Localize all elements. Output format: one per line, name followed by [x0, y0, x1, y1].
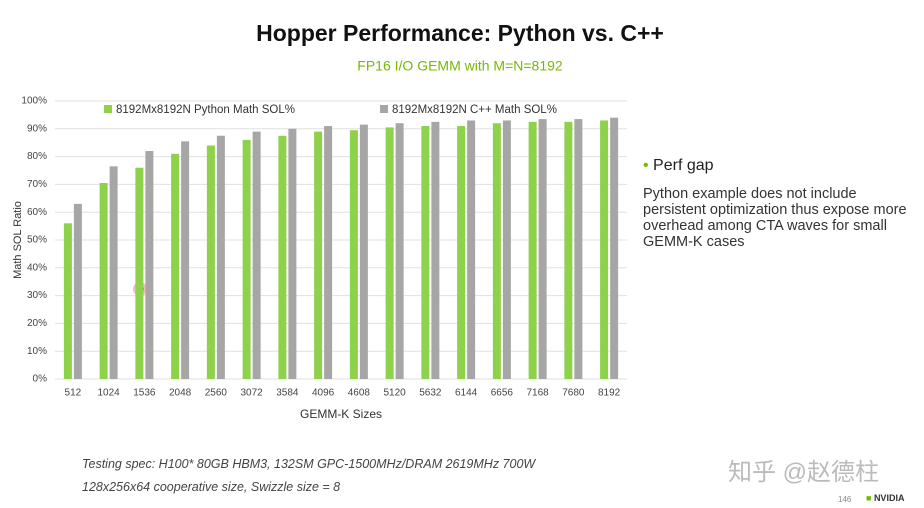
- bullet-text: Perf gap: [653, 157, 714, 174]
- note: 128x256x64 cooperative size, Swizzle siz…: [82, 480, 341, 494]
- chart-subtitle: FP16 I/O GEMM with M=N=8192: [357, 58, 563, 74]
- y-tick-label: 10%: [27, 346, 47, 357]
- bullet: • Perf gap: [643, 157, 714, 174]
- x-tick-label: 4608: [348, 388, 371, 399]
- bar: [314, 131, 323, 379]
- note: Testing spec: H100* 80GB HBM3, 132SM GPC…: [82, 457, 536, 471]
- bar: [206, 145, 215, 379]
- bar: [216, 135, 225, 379]
- x-tick-label: 1536: [133, 388, 156, 399]
- y-tick-label: 60%: [27, 207, 47, 218]
- paragraph: Python example does not include persiste…: [643, 186, 907, 250]
- bar: [528, 121, 537, 379]
- y-tick-label: 40%: [27, 262, 47, 273]
- watermark: 知乎 @赵德柱: [728, 459, 880, 486]
- bar: [492, 123, 501, 380]
- legend-swatch: [380, 105, 388, 113]
- bar: [278, 135, 287, 379]
- y-tick-label: 100%: [21, 96, 47, 107]
- legend-label: 8192Mx8192N C++ Math SOL%: [392, 104, 557, 116]
- legend-swatch: [104, 105, 112, 113]
- legend-label: 8192Mx8192N Python Math SOL%: [116, 104, 295, 116]
- bar: [395, 123, 404, 380]
- x-tick-label: 5632: [419, 388, 442, 399]
- bar: [502, 120, 511, 380]
- chart-title: Hopper Performance: Python vs. C++: [256, 20, 664, 46]
- y-axis-label: Math SOL Ratio: [12, 201, 24, 279]
- x-tick-label: 6144: [455, 388, 478, 399]
- x-tick-label: 512: [65, 388, 82, 399]
- bar: [600, 120, 609, 380]
- bar: [574, 119, 583, 379]
- x-tick-label: 3584: [276, 388, 299, 399]
- x-tick-label: 1024: [98, 388, 121, 399]
- bar: [242, 139, 251, 379]
- y-tick-label: 90%: [27, 123, 47, 134]
- y-tick-label: 30%: [27, 290, 47, 301]
- x-tick-label: 4096: [312, 388, 335, 399]
- bar: [252, 131, 261, 379]
- page-number: 146: [838, 495, 852, 504]
- bar: [145, 151, 154, 379]
- bar: [63, 223, 72, 379]
- y-tick-label: 80%: [27, 151, 47, 162]
- bar: [109, 166, 118, 379]
- bar: [457, 126, 466, 380]
- bar: [431, 121, 440, 379]
- bar: [73, 203, 82, 379]
- bar: [171, 153, 180, 379]
- bar: [538, 119, 547, 379]
- x-axis-label: GEMM-K Sizes: [300, 407, 382, 421]
- bar: [385, 127, 394, 379]
- x-tick-label: 2560: [205, 388, 228, 399]
- logo-text: NVIDIA: [873, 493, 905, 503]
- bar: [181, 141, 190, 379]
- x-tick-label: 7168: [527, 388, 550, 399]
- y-tick-label: 0%: [33, 374, 48, 385]
- x-tick-label: 7680: [562, 388, 585, 399]
- x-tick-label: 6656: [491, 388, 514, 399]
- bar: [135, 167, 144, 379]
- logo: ■ NVIDIA: [866, 493, 905, 503]
- y-tick-label: 50%: [27, 235, 47, 246]
- x-tick-label: 8192: [598, 388, 621, 399]
- x-tick-label: 5120: [384, 388, 407, 399]
- bar: [349, 130, 358, 379]
- bar: [421, 126, 430, 380]
- y-tick-label: 70%: [27, 179, 47, 190]
- bar: [99, 183, 108, 379]
- bar: [324, 126, 333, 380]
- bar: [288, 128, 297, 379]
- bar: [359, 124, 368, 379]
- bar: [564, 121, 573, 379]
- x-tick-label: 2048: [169, 388, 192, 399]
- y-tick-label: 20%: [27, 318, 47, 329]
- bar: [467, 120, 476, 380]
- x-tick-label: 3072: [241, 388, 264, 399]
- bar: [610, 117, 619, 380]
